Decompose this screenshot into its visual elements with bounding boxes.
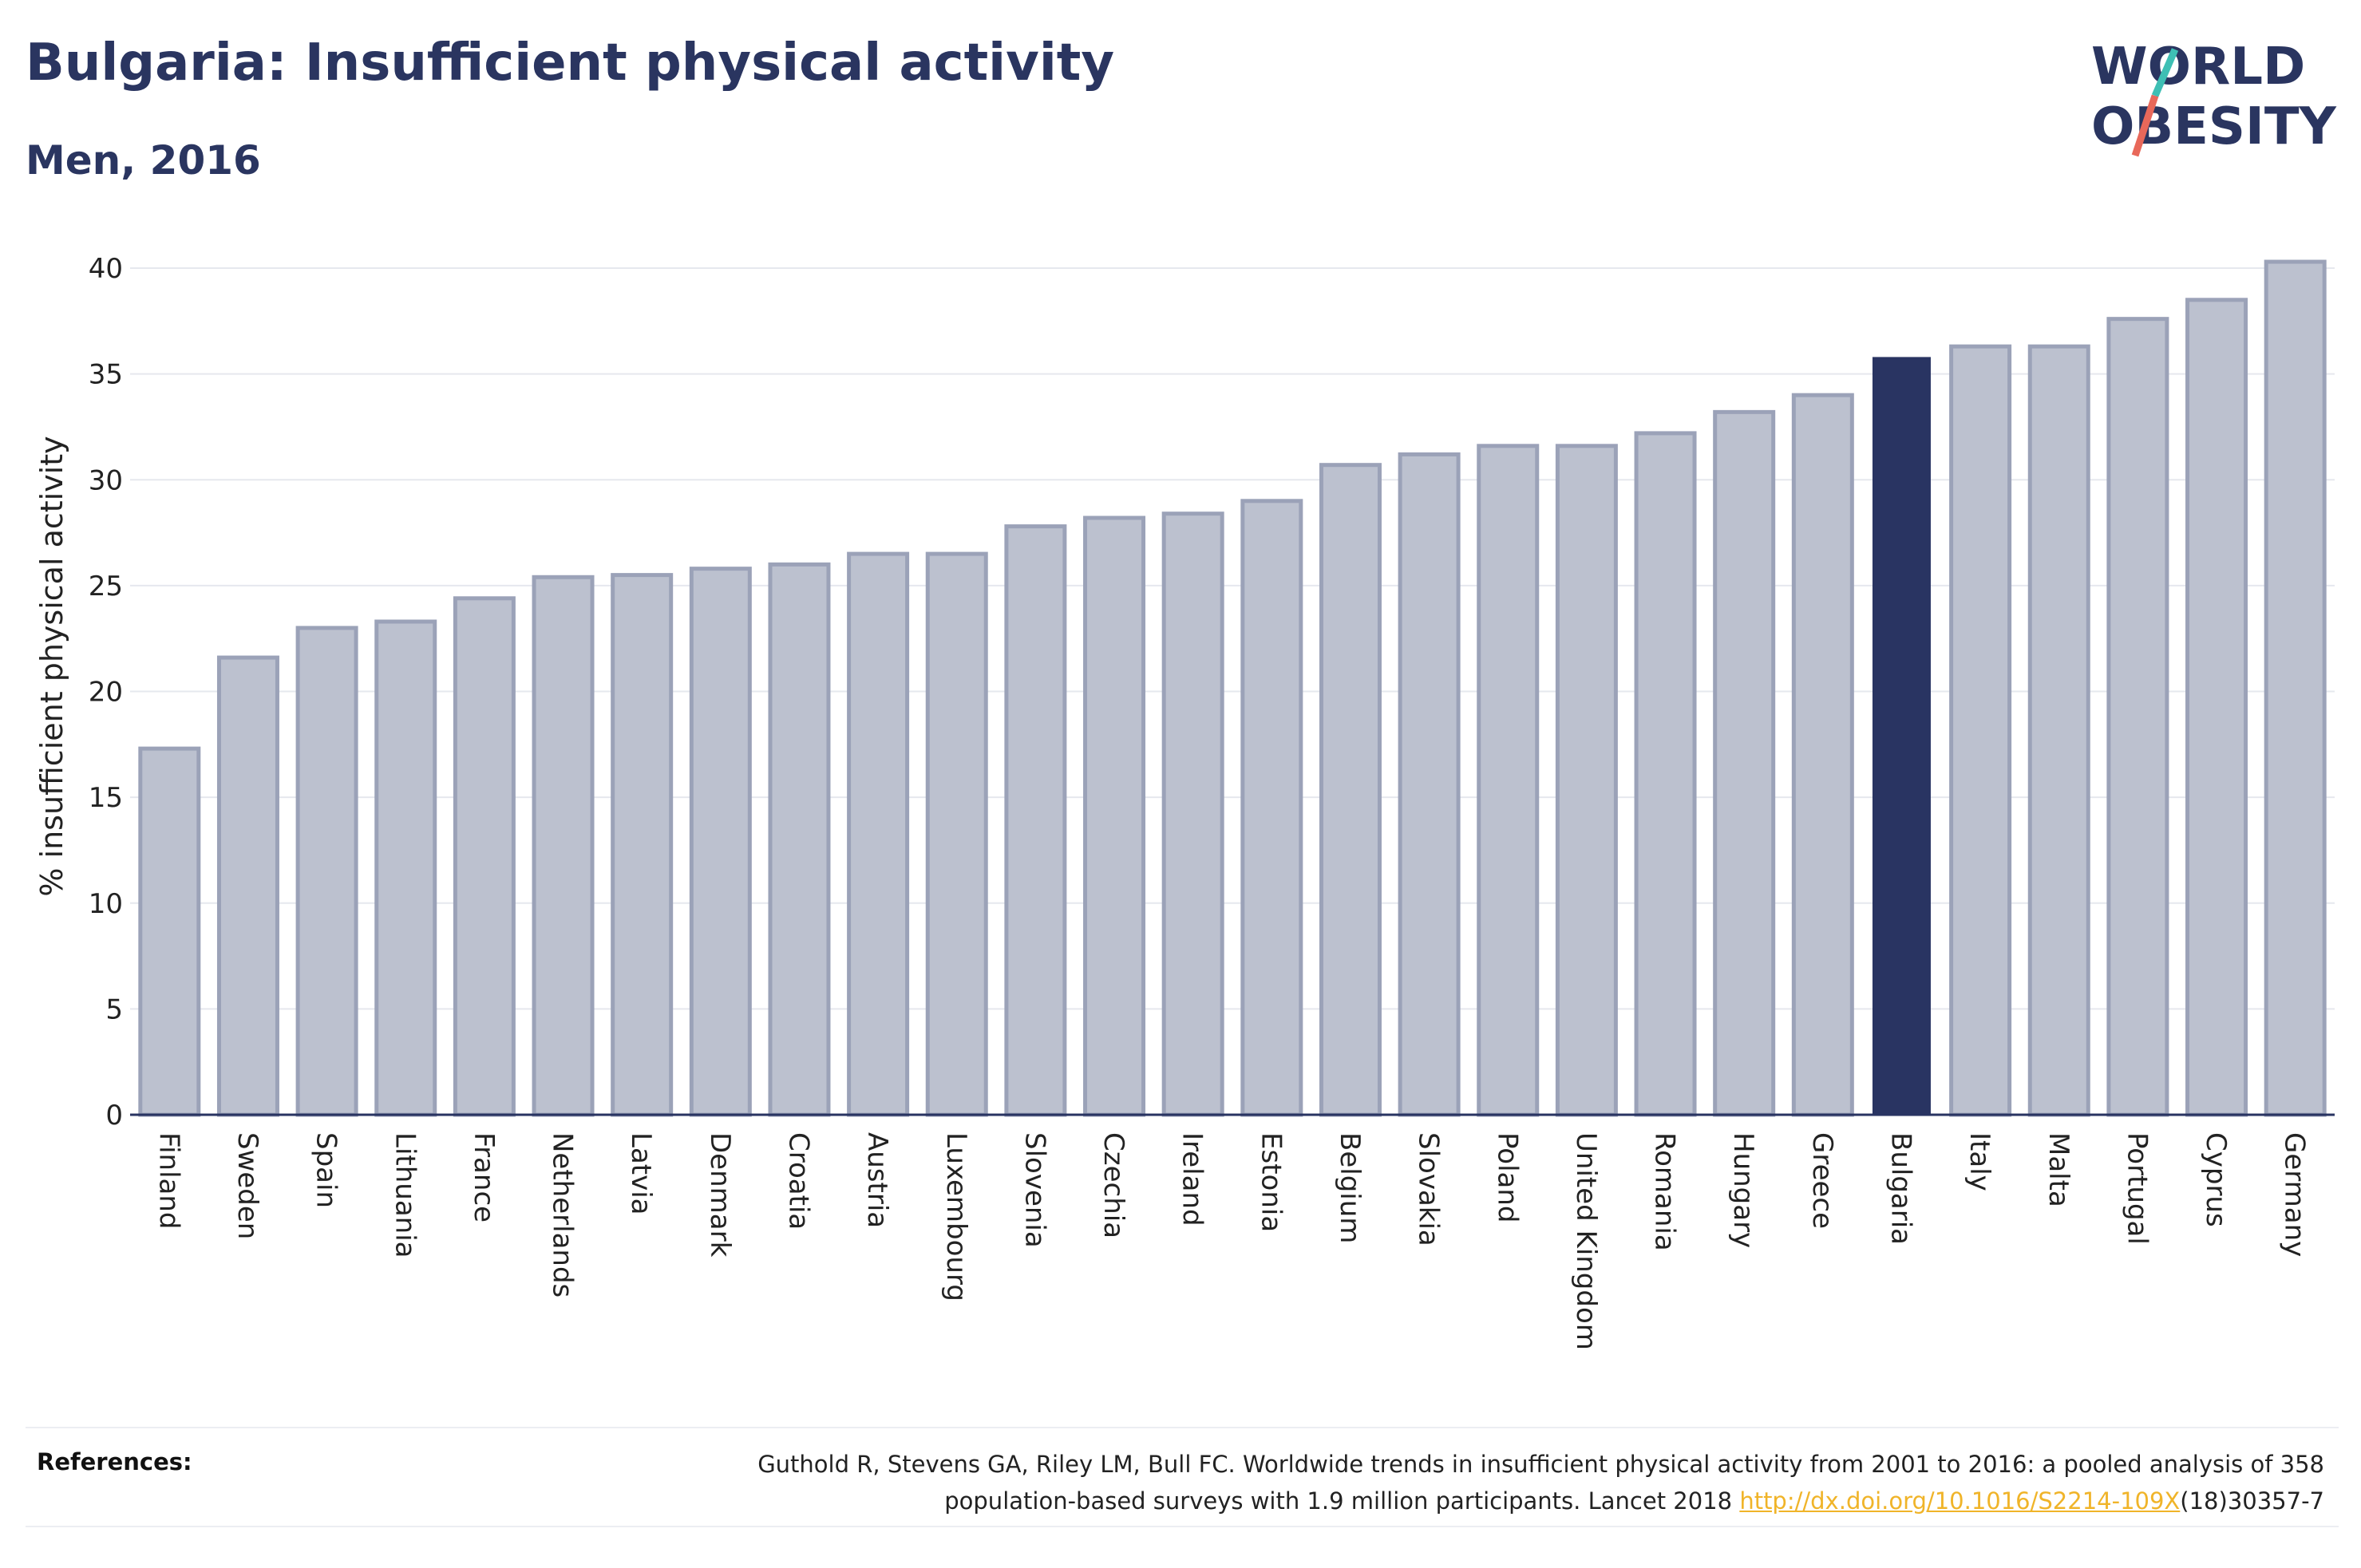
x-tick-labels: Finland Sweden Spain Lithuania France Netherl… — [152, 1132, 2310, 1350]
x-tick-label: Romania — [1649, 1132, 1681, 1251]
bar — [2264, 259, 2327, 1117]
x-tick-label: Cyprus — [2200, 1132, 2232, 1227]
bar — [2106, 317, 2169, 1117]
references-doi-link[interactable]: http://dx.doi.org/10.1016/S2214-109X — [1739, 1487, 2181, 1515]
bar-chart: 0 5 10 15 20 25 30 35 40 Finland Sweden Spain Lithu… — [34, 253, 2335, 1350]
y-axis-title: % insufficient physical activity — [34, 436, 69, 896]
bar — [1240, 499, 1303, 1117]
references-label: References: — [37, 1448, 192, 1475]
x-tick-label: Portugal — [2121, 1132, 2153, 1245]
bar — [1713, 409, 1776, 1117]
bar — [689, 567, 752, 1117]
x-tick-label: Malta — [2043, 1132, 2074, 1207]
x-tick-label: Lithuania — [389, 1132, 421, 1258]
bar — [1949, 344, 2012, 1117]
x-tick-label: Germany — [2279, 1132, 2311, 1257]
bar — [453, 596, 516, 1117]
references-text: Guthold R, Stevens GA, Riley LM, Bull FC… — [488, 1446, 2324, 1519]
bar-highlighted — [1872, 357, 1931, 1115]
world-obesity-logo: WORLD OBESITY — [2091, 38, 2336, 157]
bar — [138, 746, 201, 1117]
y-tick-label: 20 — [89, 677, 123, 709]
bar — [532, 575, 595, 1117]
logo-line-2: OBESITY — [2091, 97, 2336, 156]
x-tick-label: Czechia — [1097, 1132, 1129, 1238]
y-tick-label: 5 — [105, 993, 123, 1025]
logo-line-1: WORLD — [2091, 38, 2305, 97]
x-tick-label: Netherlands — [547, 1132, 579, 1297]
bar — [1791, 393, 1854, 1117]
y-tick-label: 15 — [89, 782, 123, 814]
x-tick-label: Luxembourg — [940, 1132, 972, 1301]
chart-title: Bulgaria: Insufficient physical activity — [26, 34, 1115, 93]
x-tick-label: Slovenia — [1018, 1132, 1050, 1248]
x-tick-label: Austria — [861, 1132, 893, 1228]
x-tick-label: Slovakia — [1413, 1132, 1445, 1246]
bar — [611, 573, 674, 1117]
x-tick-label: Estonia — [1255, 1132, 1287, 1232]
x-tick-label: Ireland — [1177, 1132, 1208, 1226]
bar — [216, 655, 279, 1117]
bar — [925, 551, 988, 1117]
bar — [374, 619, 437, 1117]
x-tick-label: Belgium — [1334, 1132, 1366, 1243]
logo-slash-top-icon — [2151, 48, 2179, 97]
bar — [2185, 298, 2248, 1117]
x-tick-label: Spain — [310, 1132, 342, 1208]
bar — [1083, 515, 1146, 1117]
y-tick-label: 30 — [89, 464, 123, 496]
bar — [2027, 344, 2090, 1117]
x-tick-label: France — [468, 1132, 500, 1222]
logo-slash-bottom-icon — [2131, 94, 2159, 157]
y-tick-label: 25 — [89, 571, 123, 602]
x-tick-label: Finland — [152, 1132, 184, 1230]
bar — [1477, 444, 1540, 1117]
references-line-1: Guthold R, Stevens GA, Riley LM, Bull FC… — [757, 1451, 2324, 1478]
y-tick-label: 35 — [89, 359, 123, 391]
references-line-2-suffix: (18)30357-7 — [2180, 1487, 2324, 1515]
bar — [1398, 452, 1461, 1117]
bar — [1161, 511, 1224, 1117]
x-tick-label: Hungary — [1727, 1132, 1759, 1248]
bar — [1634, 431, 1697, 1117]
y-tick-label: 0 — [105, 1100, 123, 1132]
bar — [1004, 524, 1067, 1117]
bar — [1555, 444, 1618, 1117]
bar — [1319, 463, 1382, 1117]
bar — [768, 562, 831, 1117]
x-tick-label: Sweden — [231, 1132, 263, 1239]
y-tick-label: 10 — [89, 888, 123, 920]
footer-divider-top — [26, 1427, 2339, 1428]
x-tick-label: Italy — [1964, 1132, 1995, 1191]
bar — [295, 626, 358, 1117]
x-tick-label: Poland — [1491, 1132, 1523, 1223]
chart-subtitle: Men, 2016 — [26, 137, 261, 184]
x-tick-label: Latvia — [625, 1132, 657, 1215]
x-tick-label: Greece — [1806, 1132, 1838, 1229]
references-line-2: population-based surveys with 1.9 millio… — [488, 1483, 2324, 1519]
bar — [847, 551, 910, 1117]
x-tick-label: Bulgaria — [1884, 1132, 1916, 1245]
x-tick-label: Croatia — [782, 1132, 814, 1230]
references-line-2-prefix: population-based surveys with 1.9 millio… — [944, 1487, 1740, 1515]
y-tick-labels: 0 5 10 15 20 25 30 35 40 — [89, 253, 123, 1132]
bars — [138, 259, 2327, 1117]
y-tick-label: 40 — [89, 253, 123, 285]
x-tick-label: Denmark — [704, 1132, 736, 1258]
footer-divider-bottom — [26, 1526, 2339, 1527]
x-tick-label: United Kingdom — [1570, 1132, 1602, 1350]
